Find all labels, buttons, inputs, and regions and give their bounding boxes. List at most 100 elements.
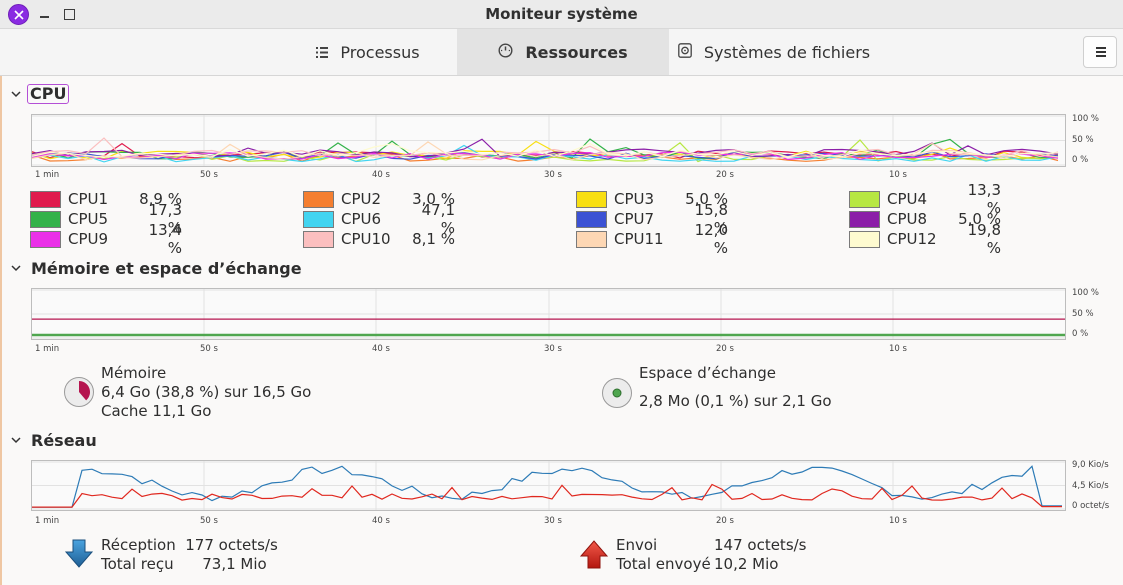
mem-y-axis-0: 0 % bbox=[1072, 329, 1089, 339]
close-icon bbox=[14, 10, 24, 20]
memory-label: Mémoire bbox=[101, 364, 167, 382]
cpu-color-swatch[interactable] bbox=[849, 230, 880, 248]
net-time-axis-20: 20 s bbox=[716, 516, 734, 526]
net-time-axis-30: 30 s bbox=[544, 516, 562, 526]
cpu-legend-item[interactable]: CPU6 47,1 % bbox=[303, 201, 455, 237]
cpu-section-header[interactable]: CPU bbox=[10, 84, 70, 104]
tab-processus[interactable]: Processus bbox=[279, 29, 457, 75]
cpu-y-axis-0: 0 % bbox=[1072, 155, 1089, 165]
mem-time-axis-10: 10 s bbox=[889, 344, 907, 354]
mem-time-axis-50: 50 s bbox=[200, 344, 218, 354]
cpu-legend-item[interactable]: CPU4 13,3 % bbox=[849, 181, 1001, 217]
cpu-color-swatch[interactable] bbox=[30, 190, 61, 208]
tab-systemes-de-fichiers[interactable]: Systèmes de fichiers bbox=[669, 29, 879, 75]
memory-info: Mémoire 6,4 Go (38,8 %) sur 16,5 Go Cach… bbox=[101, 364, 311, 421]
cpu-legend-item[interactable]: CPU9 13,4 % bbox=[30, 221, 182, 257]
memory-usage: 6,4 Go (38,8 %) sur 16,5 Go bbox=[101, 383, 312, 401]
cpu-legend-item[interactable]: CPU5 17,3 % bbox=[30, 201, 182, 237]
cpu-legend-item[interactable]: CPU8 5,0 % bbox=[849, 209, 1001, 229]
cpu-y-axis-50: 50 % bbox=[1072, 135, 1094, 145]
send-label: Envoi bbox=[616, 536, 658, 554]
tab-label: Ressources bbox=[525, 42, 628, 62]
mem-time-axis-30: 30 s bbox=[544, 344, 562, 354]
cpu-legend-item[interactable]: CPU3 5,0 % bbox=[576, 189, 728, 209]
close-window-button[interactable] bbox=[8, 4, 29, 25]
memory-section-title: Mémoire et espace d’échange bbox=[31, 258, 302, 278]
net-y-axis-0: 0 octet/s bbox=[1072, 501, 1110, 511]
cpu-history-line bbox=[32, 144, 1059, 163]
net-time-axis-40: 40 s bbox=[372, 516, 390, 526]
send-info: Envoi 147 octets/s Total envoyé 10,2 Mio bbox=[616, 536, 807, 574]
cpu-color-swatch[interactable] bbox=[303, 210, 334, 228]
cpu-y-axis-100: 100 % bbox=[1072, 114, 1100, 124]
send-total: 10,2 Mio bbox=[714, 555, 779, 573]
swap-usage-pie-icon[interactable] bbox=[601, 377, 633, 409]
cpu-legend-item[interactable]: CPU11 12,0 % bbox=[576, 221, 728, 257]
cpu-time-axis-30: 30 s bbox=[544, 170, 562, 180]
cpu-color-swatch[interactable] bbox=[849, 210, 880, 228]
cpu-history-line bbox=[32, 142, 1059, 158]
hamburger-menu-icon bbox=[1096, 47, 1106, 57]
chevron-down-icon bbox=[11, 265, 21, 272]
net-time-axis-60: 1 min bbox=[35, 516, 60, 526]
list-icon bbox=[316, 43, 329, 62]
net-y-axis-mid: 4,5 Kio/s bbox=[1072, 481, 1109, 491]
window-edge-accent bbox=[0, 76, 2, 585]
memory-history-graph bbox=[31, 288, 1066, 340]
main-menu-button[interactable] bbox=[1083, 36, 1117, 68]
cpu-time-axis-20: 20 s bbox=[716, 170, 734, 180]
maximize-window-button[interactable] bbox=[61, 6, 77, 22]
net-time-axis-10: 10 s bbox=[889, 516, 907, 526]
chevron-down-icon bbox=[11, 91, 21, 98]
cpu-color-swatch[interactable] bbox=[576, 210, 607, 228]
download-arrow-icon[interactable] bbox=[64, 539, 94, 569]
tab-ressources[interactable]: Ressources bbox=[457, 29, 669, 75]
mem-y-axis-100: 100 % bbox=[1072, 288, 1100, 298]
disk-icon bbox=[678, 42, 692, 62]
memory-graph-canvas bbox=[32, 289, 1065, 339]
memory-section-header[interactable]: Mémoire et espace d’échange bbox=[10, 258, 302, 278]
receive-history-line bbox=[32, 465, 1062, 508]
cpu-legend-item[interactable]: CPU2 3,0 % bbox=[303, 189, 455, 209]
mem-time-axis-60: 1 min bbox=[35, 344, 60, 354]
network-graph-canvas bbox=[32, 461, 1065, 510]
chevron-down-icon bbox=[11, 437, 21, 444]
pie-slice bbox=[79, 381, 91, 401]
cpu-legend-item[interactable]: CPU1 8,9 % bbox=[30, 189, 182, 209]
title-bar: Moniteur système bbox=[0, 0, 1123, 29]
cpu-color-swatch[interactable] bbox=[576, 230, 607, 248]
memory-cache: Cache 11,1 Go bbox=[101, 402, 212, 420]
swap-usage: 2,8 Mo (0,1 %) sur 2,1 Go bbox=[639, 392, 832, 410]
cpu-color-swatch[interactable] bbox=[849, 190, 880, 208]
cpu-time-axis-60: 1 min bbox=[35, 170, 60, 180]
receive-info: Réception 177 octets/s Total reçu 73,1 M… bbox=[101, 536, 278, 574]
receive-total-label: Total reçu bbox=[101, 555, 174, 573]
tab-label: Processus bbox=[340, 42, 420, 62]
cpu-time-axis-40: 40 s bbox=[372, 170, 390, 180]
cpu-history-line bbox=[32, 137, 1059, 158]
cpu-legend-item[interactable]: CPU7 15,8 % bbox=[576, 201, 728, 237]
network-section-header[interactable]: Réseau bbox=[10, 431, 97, 450]
network-history-graph bbox=[31, 460, 1066, 511]
net-time-axis-50: 50 s bbox=[200, 516, 218, 526]
send-total-label: Total envoyé bbox=[616, 555, 711, 573]
header-bar: Processus Ressources Systèmes de fichier… bbox=[0, 29, 1123, 76]
cpu-time-axis-50: 50 s bbox=[200, 170, 218, 180]
cpu-color-swatch[interactable] bbox=[30, 210, 61, 228]
cpu-color-swatch[interactable] bbox=[303, 190, 334, 208]
cpu-color-swatch[interactable] bbox=[30, 230, 61, 248]
receive-rate: 177 octets/s bbox=[185, 536, 278, 554]
upload-arrow-icon[interactable] bbox=[579, 539, 609, 569]
cpu-section-title: CPU bbox=[27, 84, 70, 104]
cpu-graph-canvas bbox=[32, 115, 1065, 166]
cpu-color-swatch[interactable] bbox=[303, 230, 334, 248]
gauge-icon bbox=[498, 42, 513, 62]
mem-time-axis-40: 40 s bbox=[372, 344, 390, 354]
cpu-legend-item[interactable]: CPU12 19,8 % bbox=[849, 221, 1001, 257]
memory-usage-pie-icon[interactable] bbox=[63, 376, 95, 408]
cpu-color-swatch[interactable] bbox=[576, 190, 607, 208]
net-y-axis-max: 9,0 Kio/s bbox=[1072, 460, 1109, 470]
minimize-window-button[interactable] bbox=[37, 6, 53, 22]
window-title: Moniteur système bbox=[485, 5, 638, 23]
cpu-legend-item[interactable]: CPU10 8,1 % bbox=[303, 229, 455, 249]
